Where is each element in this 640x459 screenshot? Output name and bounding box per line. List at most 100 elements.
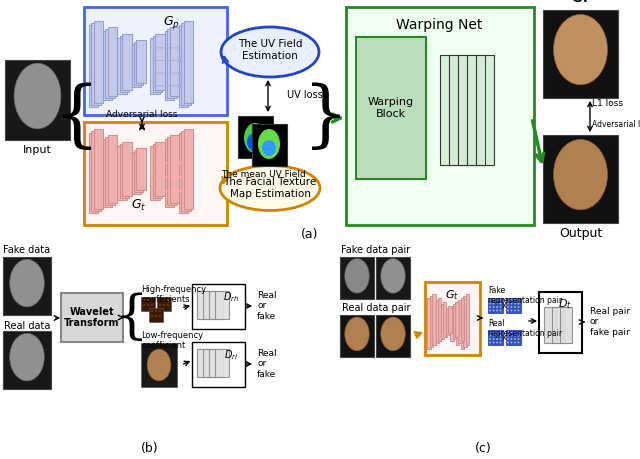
FancyBboxPatch shape xyxy=(252,124,287,166)
FancyBboxPatch shape xyxy=(156,34,165,90)
FancyBboxPatch shape xyxy=(61,293,123,342)
FancyBboxPatch shape xyxy=(93,21,103,103)
Circle shape xyxy=(507,302,509,304)
FancyBboxPatch shape xyxy=(170,28,179,96)
FancyBboxPatch shape xyxy=(209,291,223,319)
FancyBboxPatch shape xyxy=(122,34,132,90)
FancyBboxPatch shape xyxy=(444,310,447,337)
FancyBboxPatch shape xyxy=(170,135,179,202)
FancyBboxPatch shape xyxy=(461,298,464,341)
Circle shape xyxy=(489,310,491,311)
Text: Real data pair: Real data pair xyxy=(342,303,410,313)
Circle shape xyxy=(511,331,513,333)
Circle shape xyxy=(493,310,494,311)
FancyBboxPatch shape xyxy=(467,55,485,165)
FancyBboxPatch shape xyxy=(179,25,188,106)
FancyBboxPatch shape xyxy=(182,131,191,211)
FancyBboxPatch shape xyxy=(91,23,100,105)
Text: L1 loss: L1 loss xyxy=(592,99,623,108)
FancyBboxPatch shape xyxy=(430,297,433,347)
FancyBboxPatch shape xyxy=(3,257,51,315)
Ellipse shape xyxy=(221,27,319,77)
Ellipse shape xyxy=(258,129,280,159)
Circle shape xyxy=(500,341,501,343)
FancyBboxPatch shape xyxy=(433,302,436,345)
FancyBboxPatch shape xyxy=(424,281,479,354)
FancyBboxPatch shape xyxy=(506,330,521,345)
Text: }: } xyxy=(303,83,349,153)
FancyBboxPatch shape xyxy=(340,315,374,357)
FancyBboxPatch shape xyxy=(538,291,582,353)
Ellipse shape xyxy=(14,63,61,129)
FancyBboxPatch shape xyxy=(552,307,564,343)
Circle shape xyxy=(514,306,516,308)
Circle shape xyxy=(514,299,516,301)
Circle shape xyxy=(518,306,520,308)
Text: (c): (c) xyxy=(475,442,492,455)
Circle shape xyxy=(511,310,513,311)
FancyBboxPatch shape xyxy=(463,297,467,347)
Circle shape xyxy=(500,338,501,340)
FancyBboxPatch shape xyxy=(215,291,229,319)
FancyBboxPatch shape xyxy=(157,297,171,311)
Ellipse shape xyxy=(381,317,405,351)
Circle shape xyxy=(147,299,149,301)
FancyBboxPatch shape xyxy=(134,42,143,85)
Circle shape xyxy=(514,302,516,304)
Text: The mean UV Field: The mean UV Field xyxy=(221,170,305,179)
Ellipse shape xyxy=(247,133,263,151)
Text: Real
representation pair: Real representation pair xyxy=(488,319,562,338)
Circle shape xyxy=(159,315,161,317)
Circle shape xyxy=(151,304,153,306)
Text: $D_{rh}$: $D_{rh}$ xyxy=(223,290,239,304)
FancyBboxPatch shape xyxy=(448,307,452,333)
FancyBboxPatch shape xyxy=(356,37,426,179)
FancyBboxPatch shape xyxy=(88,25,98,106)
FancyBboxPatch shape xyxy=(197,291,211,319)
FancyBboxPatch shape xyxy=(376,257,410,299)
Circle shape xyxy=(167,304,169,306)
Text: GT: GT xyxy=(571,0,590,5)
FancyBboxPatch shape xyxy=(153,36,163,92)
Text: Fake
representation pair: Fake representation pair xyxy=(488,286,562,305)
FancyBboxPatch shape xyxy=(134,150,143,192)
FancyBboxPatch shape xyxy=(149,308,163,322)
FancyBboxPatch shape xyxy=(164,140,174,207)
FancyBboxPatch shape xyxy=(440,55,458,165)
Circle shape xyxy=(511,302,513,304)
Circle shape xyxy=(518,335,520,336)
Text: x: x xyxy=(502,332,506,341)
Circle shape xyxy=(496,331,498,333)
FancyBboxPatch shape xyxy=(105,29,115,98)
Circle shape xyxy=(500,335,501,336)
Circle shape xyxy=(514,341,516,343)
Text: Warping
Block: Warping Block xyxy=(368,97,414,119)
Ellipse shape xyxy=(345,317,369,351)
Text: UV loss: UV loss xyxy=(287,90,323,100)
FancyBboxPatch shape xyxy=(458,55,476,165)
Circle shape xyxy=(493,306,494,308)
Text: The Facial Texture
Map Estimation: The Facial Texture Map Estimation xyxy=(223,177,317,199)
Ellipse shape xyxy=(554,140,607,210)
Circle shape xyxy=(514,310,516,311)
FancyBboxPatch shape xyxy=(435,301,438,343)
Circle shape xyxy=(518,338,520,340)
FancyBboxPatch shape xyxy=(340,257,374,299)
FancyBboxPatch shape xyxy=(103,31,112,100)
Circle shape xyxy=(159,304,161,306)
Circle shape xyxy=(493,302,494,304)
Circle shape xyxy=(511,335,513,336)
Circle shape xyxy=(493,338,494,340)
Circle shape xyxy=(496,306,498,308)
Circle shape xyxy=(493,335,494,336)
Circle shape xyxy=(514,331,516,333)
FancyBboxPatch shape xyxy=(452,304,456,339)
Circle shape xyxy=(500,310,501,311)
Circle shape xyxy=(496,299,498,301)
Text: Fake data pair: Fake data pair xyxy=(341,245,411,255)
FancyBboxPatch shape xyxy=(456,302,459,345)
FancyBboxPatch shape xyxy=(488,330,503,345)
Text: {: { xyxy=(54,83,100,153)
FancyBboxPatch shape xyxy=(466,294,469,345)
Circle shape xyxy=(518,299,520,301)
